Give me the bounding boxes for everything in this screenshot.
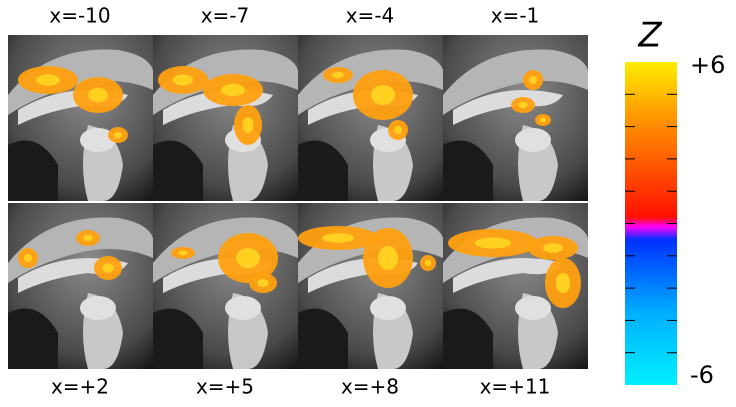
brain-slice	[443, 35, 588, 201]
panel-label: x=-10	[49, 4, 110, 28]
activation-peak	[378, 246, 398, 270]
brain-slice	[298, 35, 443, 201]
brain-image	[8, 35, 153, 201]
colorbar-title: Z	[637, 16, 662, 56]
brain-slice	[8, 203, 153, 369]
activation-peak	[529, 76, 537, 84]
activation-peak	[24, 254, 32, 262]
panel-label: x=+2	[51, 375, 109, 399]
activation-peak	[425, 260, 431, 266]
panels	[8, 35, 588, 369]
brain-slice	[298, 203, 443, 369]
panel-label: x=+8	[341, 375, 399, 399]
activation-peak	[221, 84, 245, 97]
figure: Z +6 -6 x=-10 x=-7 x=-4 x=-1 x=+2 x=+5 x=+8 x=+…	[0, 0, 736, 407]
activation-peak	[36, 74, 60, 85]
activation-peak	[322, 233, 354, 243]
activation-peak	[114, 132, 122, 138]
activation-peak	[332, 72, 344, 78]
activation-peak	[242, 117, 253, 133]
activation-peak	[178, 251, 188, 256]
colorbar-max: +6	[690, 51, 725, 79]
brain-image	[298, 35, 443, 201]
activation-peak	[257, 279, 268, 287]
activation-peak	[543, 243, 563, 253]
activation-peak	[236, 248, 260, 268]
activation-peak	[475, 237, 511, 248]
panel-label: x=-1	[491, 4, 540, 28]
brain-slice	[8, 35, 153, 201]
activation-peak	[540, 118, 546, 123]
activation-peak	[556, 273, 570, 293]
panel-label: x=+11	[480, 375, 551, 399]
activation-peak	[518, 102, 528, 108]
activation-peak	[102, 263, 113, 273]
panel-label: x=+5	[196, 375, 254, 399]
brain-image	[8, 203, 153, 369]
activation-peak	[394, 126, 402, 134]
activation-peak	[83, 235, 93, 241]
brain-slice	[443, 203, 588, 369]
brain-image	[443, 35, 588, 201]
activation-peak	[88, 88, 108, 102]
brain-slice	[153, 203, 298, 369]
colorbar-min: -6	[690, 361, 714, 389]
brain-image	[153, 35, 298, 201]
activation-peak	[173, 74, 193, 85]
panel-label: x=-7	[201, 4, 250, 28]
activation-peak	[371, 85, 395, 105]
panel-label: x=-4	[346, 4, 395, 28]
brain-slice	[153, 35, 298, 201]
